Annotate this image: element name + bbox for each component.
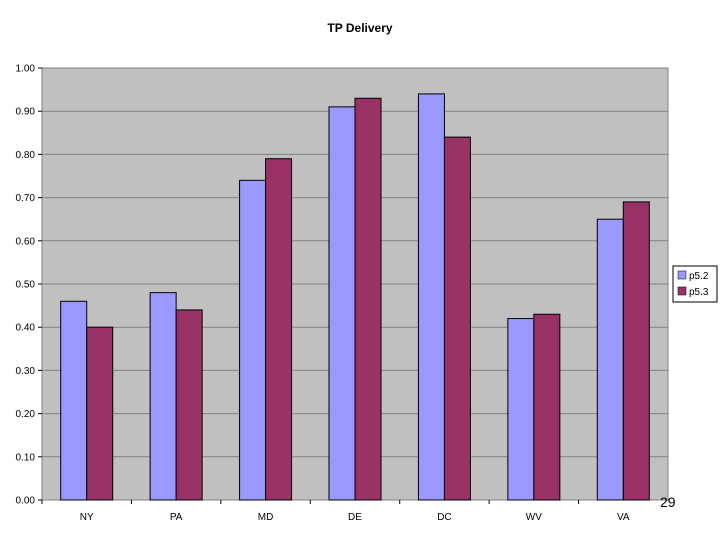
y-tick-label: 1.00 xyxy=(16,64,36,75)
y-tick-label: 0.60 xyxy=(16,236,36,247)
bar-p5-2-dc xyxy=(417,93,445,501)
page-number: 29 xyxy=(660,494,676,510)
legend-label-p5-2: p5.2 xyxy=(689,271,709,282)
bars xyxy=(60,93,650,501)
bar-p5-3-pa xyxy=(175,309,203,501)
x-tick-label: VA xyxy=(617,512,630,523)
legend: p5.2 p5.3 xyxy=(672,265,718,303)
y-tick-label: 0.50 xyxy=(16,280,36,291)
bar-p5-2-ny xyxy=(60,300,88,501)
x-tick-label: DC xyxy=(437,512,451,523)
bar-p5-3-wv xyxy=(533,313,561,501)
x-tick-label: PA xyxy=(170,512,183,523)
y-tick-label: 0.10 xyxy=(16,452,36,463)
y-tick-label: 0.70 xyxy=(16,193,36,204)
y-tick-label: 0.30 xyxy=(16,366,36,377)
bar-p5-2-pa xyxy=(149,292,177,501)
y-tick-label: 0.90 xyxy=(16,107,36,118)
x-tick-label: MD xyxy=(258,512,274,523)
bar-p5-2-va xyxy=(596,218,624,501)
x-tick-label: WV xyxy=(526,512,542,523)
bar-p5-3-va xyxy=(622,201,650,501)
bar-p5-3-ny xyxy=(86,326,114,501)
x-tick-label: DE xyxy=(348,512,362,523)
bar-p5-3-md xyxy=(265,158,293,501)
x-tick-label: NY xyxy=(80,512,94,523)
legend-swatch-p5-3 xyxy=(677,286,687,296)
chart-title: TP Delivery xyxy=(327,21,392,35)
legend-swatch-p5-2 xyxy=(677,270,687,280)
y-tick-label: 0.80 xyxy=(16,150,36,161)
legend-label-p5-3: p5.3 xyxy=(689,287,709,298)
bar-p5-2-wv xyxy=(507,318,535,501)
bar-p5-3-dc xyxy=(443,136,471,501)
y-axis-ticks: 0.00 0.10 0.20 0.30 0.40 0.50 0.60 0.70 0.80 0.90… xyxy=(16,64,42,507)
bar-p5-2-md xyxy=(239,179,267,501)
y-tick-label: 0.20 xyxy=(16,409,36,420)
x-axis-ticks: NY PA MD DE DC WV VA xyxy=(41,500,630,523)
bar-p5-2-de xyxy=(328,106,356,501)
y-tick-label: 0.00 xyxy=(16,496,36,507)
y-tick-label: 0.40 xyxy=(16,323,36,334)
bar-p5-3-de xyxy=(354,97,382,501)
